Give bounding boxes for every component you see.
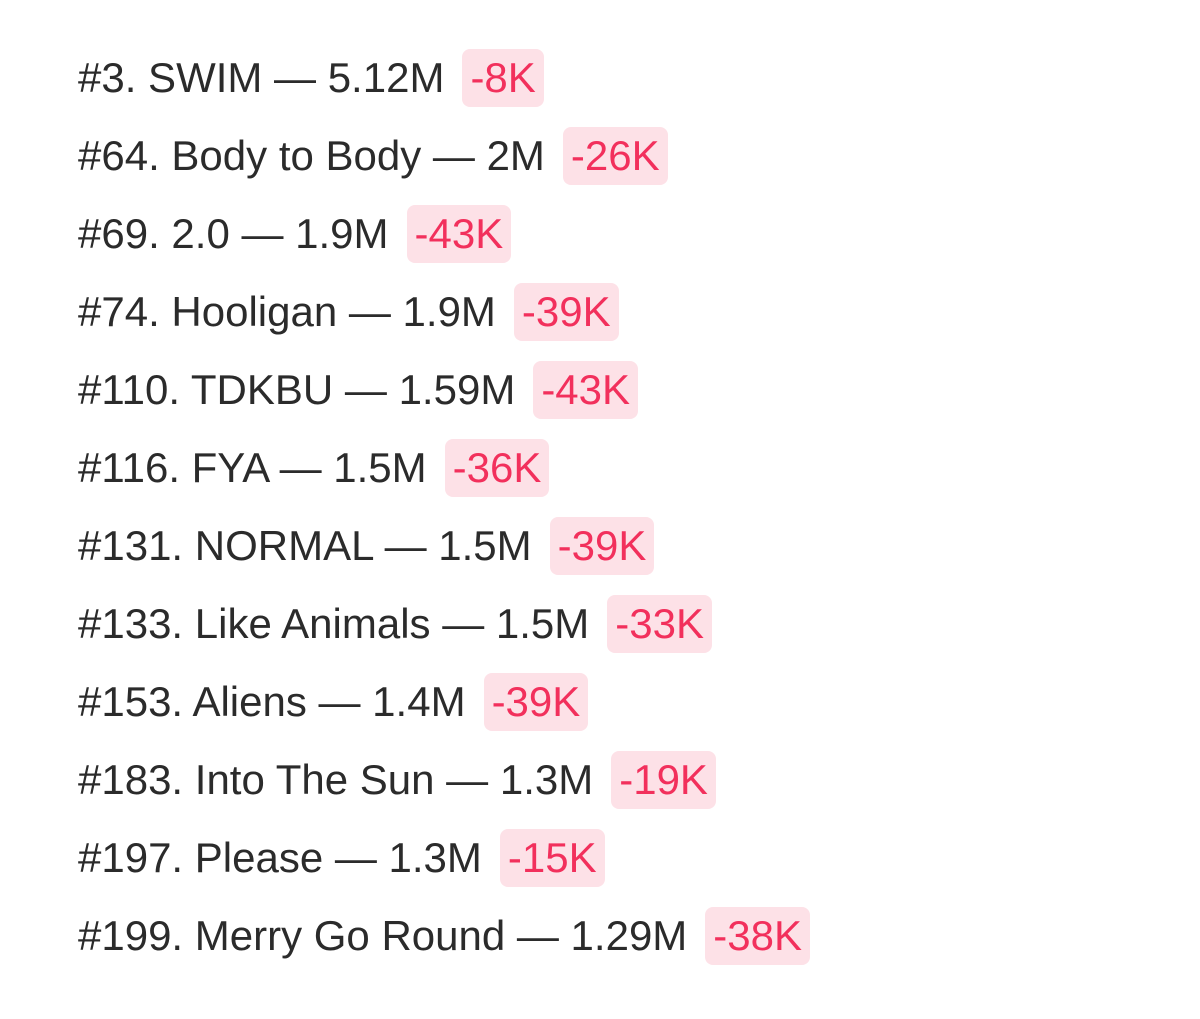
change-badge: -36K bbox=[444, 439, 550, 497]
row-text: #199. Merry Go Round — 1.29M bbox=[78, 912, 688, 959]
change-badge: -8K bbox=[462, 49, 544, 107]
list-row: #131. NORMAL — 1.5M -39K bbox=[78, 507, 810, 585]
row-text: #197. Please — 1.3M bbox=[78, 834, 482, 881]
change-badge: -39K bbox=[513, 283, 619, 341]
list: #3. SWIM — 5.12M -8K #64. Body to Body — 2… bbox=[78, 49, 811, 985]
change-badge: -43K bbox=[406, 205, 512, 263]
change-badge: -39K bbox=[483, 673, 589, 731]
list-row: #116. FYA — 1.5M -36K bbox=[78, 429, 810, 507]
change-badge: -33K bbox=[607, 595, 712, 653]
list-row: #133. Like Animals — 1.5M -33K bbox=[78, 585, 810, 663]
list-row: #110. TDKBU — 1.59M -43K bbox=[78, 351, 810, 429]
list-row: #153. Aliens — 1.4M -39K bbox=[78, 663, 810, 741]
row-text: #131. NORMAL — 1.5M bbox=[78, 522, 532, 569]
list-row: #64. Body to Body — 2M -26K bbox=[78, 117, 810, 195]
change-badge: -15K bbox=[499, 829, 605, 887]
change-badge: -38K bbox=[705, 907, 811, 965]
change-badge: -43K bbox=[533, 361, 639, 419]
row-text: #116. FYA — 1.5M bbox=[78, 444, 427, 491]
row-text: #69. 2.0 — 1.9M bbox=[78, 210, 389, 257]
change-badge: -39K bbox=[549, 517, 655, 575]
list-row: #69. 2.0 — 1.9M -43K bbox=[78, 195, 810, 273]
change-badge: -19K bbox=[611, 751, 716, 809]
row-text: #64. Body to Body — 2M bbox=[78, 132, 545, 179]
row-text: #3. SWIM — 5.12M bbox=[78, 54, 445, 101]
list-row: #3. SWIM — 5.12M -8K bbox=[78, 39, 810, 117]
list-row: #74. Hooligan — 1.9M -39K bbox=[78, 273, 810, 351]
row-text: #110. TDKBU — 1.59M bbox=[78, 366, 516, 413]
row-text: #183. Into The Sun — 1.3M bbox=[78, 756, 594, 803]
change-badge: -26K bbox=[562, 127, 668, 185]
row-text: #153. Aliens — 1.4M bbox=[78, 678, 466, 725]
list-row: #199. Merry Go Round — 1.29M -38K bbox=[78, 897, 811, 975]
row-text: #74. Hooligan — 1.9M bbox=[78, 288, 496, 335]
list-row: #183. Into The Sun — 1.3M -19K bbox=[78, 741, 810, 819]
row-text: #133. Like Animals — 1.5M bbox=[78, 600, 590, 647]
list-row: #197. Please — 1.3M -15K bbox=[78, 819, 810, 897]
